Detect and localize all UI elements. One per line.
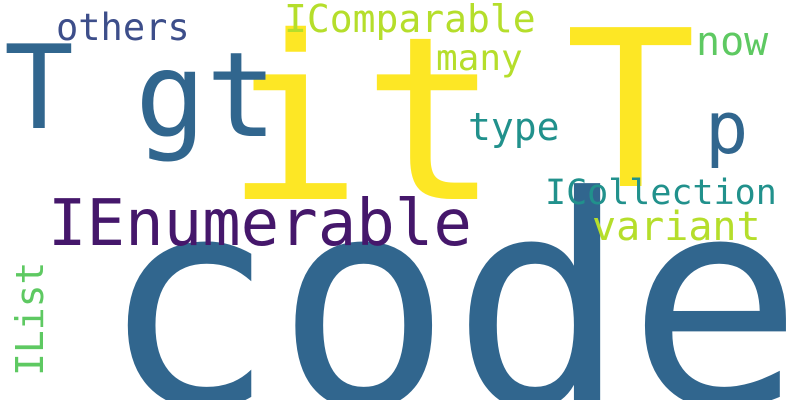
word-p: p: [705, 86, 749, 170]
word-type: type: [468, 105, 560, 149]
word-icollection: ICollection: [545, 173, 777, 213]
word-icomparable: IComparable: [284, 0, 536, 41]
word-variant: variant: [592, 204, 761, 250]
word-gt: gt: [135, 26, 278, 164]
word-ienumerable: IEnumerable: [48, 187, 472, 261]
word-ilist: IList: [8, 261, 52, 376]
word-code: code: [100, 134, 800, 400]
word-it: it: [225, 0, 500, 253]
word-t-small: T: [4, 21, 74, 156]
word-many: many: [436, 38, 523, 79]
word-now: now: [696, 19, 769, 65]
word-t-large: T: [565, 0, 697, 238]
word-others: others: [56, 6, 190, 49]
